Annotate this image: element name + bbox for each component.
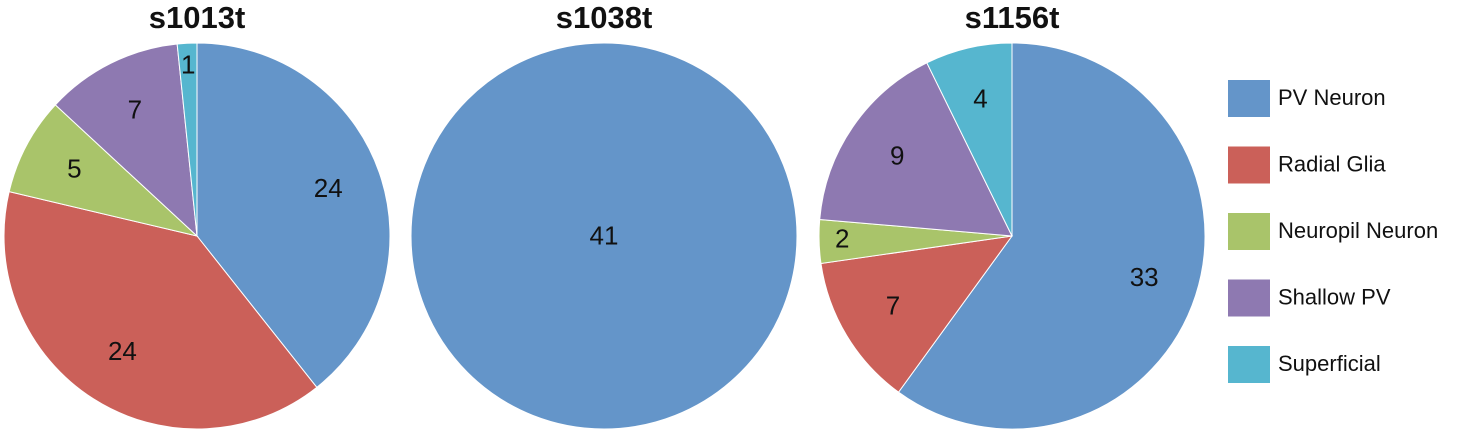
legend-label: PV Neuron xyxy=(1278,85,1386,110)
pie-slice xyxy=(176,42,198,237)
data-label: 24 xyxy=(108,336,137,366)
legend-label: Neuropil Neuron xyxy=(1278,218,1438,243)
pie-slice xyxy=(8,104,199,237)
data-label: 1 xyxy=(181,49,195,79)
legend-swatch xyxy=(1228,80,1270,117)
chart-title: s1013t xyxy=(149,0,246,35)
pie-slice xyxy=(897,42,1206,429)
data-label: 7 xyxy=(128,95,142,125)
legend-swatch xyxy=(1228,213,1270,250)
legend-label: Radial Glia xyxy=(1278,151,1386,176)
legend-swatch xyxy=(1228,146,1270,184)
data-label: 4 xyxy=(973,84,987,114)
pie-slice xyxy=(410,42,798,429)
legend-label: Superficial xyxy=(1278,351,1381,376)
chart-title: s1038t xyxy=(556,0,653,35)
legend-swatch xyxy=(1228,279,1270,317)
chart-title: s1156t xyxy=(965,0,1060,35)
pie-slice xyxy=(196,42,391,389)
pie-slice xyxy=(819,62,1013,237)
data-label: 9 xyxy=(890,140,904,170)
legend-swatch xyxy=(1228,346,1270,383)
data-label: 41 xyxy=(590,220,619,250)
data-label: 33 xyxy=(1130,262,1159,292)
data-label: 7 xyxy=(886,291,900,321)
pie-slice xyxy=(3,191,318,429)
legend-label: Shallow PV xyxy=(1278,284,1391,309)
data-label: 2 xyxy=(835,224,849,254)
data-label: 24 xyxy=(314,173,343,203)
pie-slice xyxy=(926,42,1013,237)
pie-slice xyxy=(820,235,1014,393)
data-label: 5 xyxy=(67,154,81,184)
pie-slice xyxy=(54,43,198,238)
